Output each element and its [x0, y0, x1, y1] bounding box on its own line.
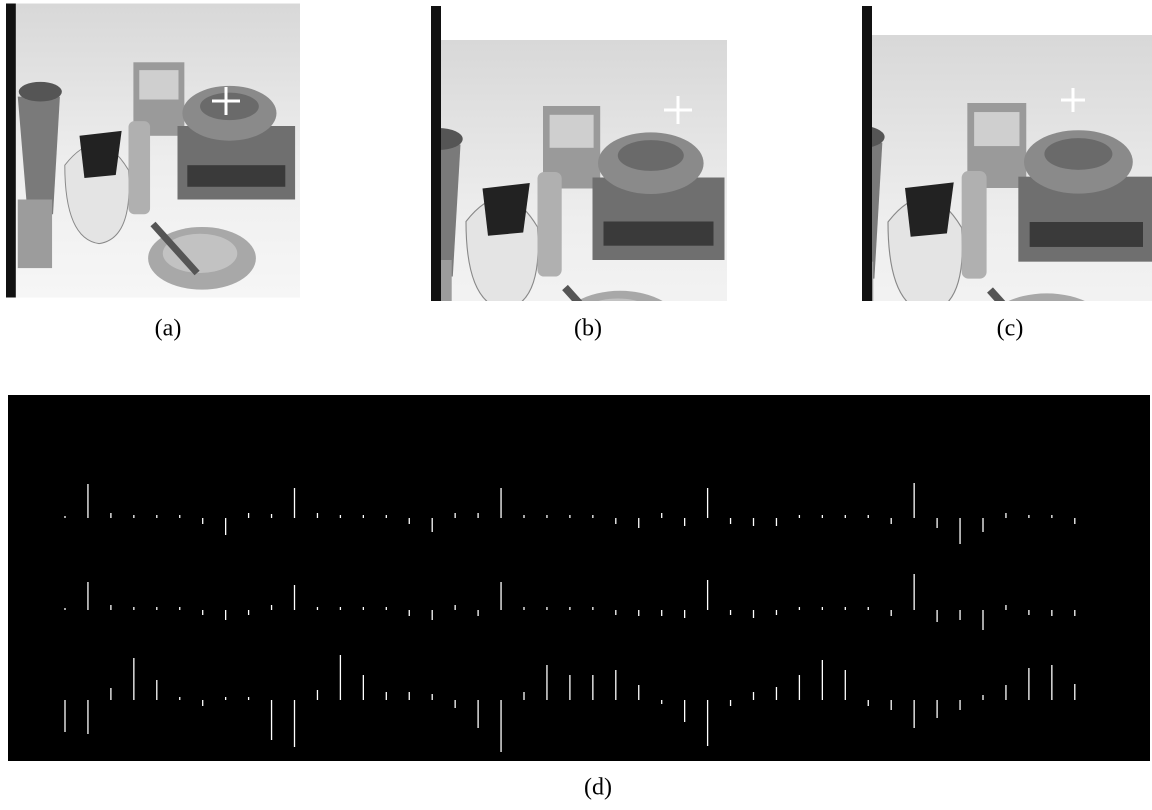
caption: (d): [584, 775, 612, 801]
photo-c: [862, 6, 1152, 301]
caption: (b): [574, 316, 602, 342]
feature-panel: [8, 395, 1150, 761]
feature-ticks: [64, 483, 1076, 752]
caption: (c): [997, 316, 1024, 342]
photo-a: [6, 4, 300, 298]
photo-b: [431, 6, 730, 301]
caption: (a): [155, 316, 182, 342]
